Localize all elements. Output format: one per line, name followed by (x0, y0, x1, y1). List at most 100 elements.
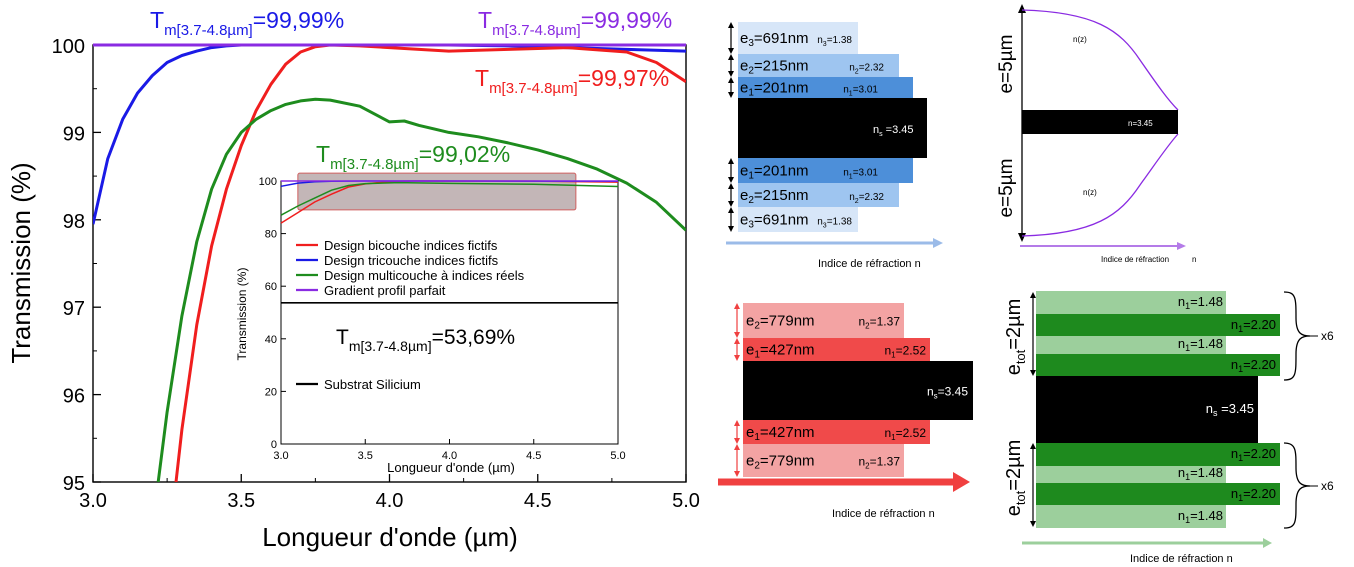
inset-chart: 3.0 3.5 4.0 4.5 5.0 0 20 40 60 80 100 Transmission… (235, 172, 626, 475)
multi-layers: n1=1.48 n1=2.20 n1=1.48 n1=2.20 ns =3.45 n1=2… (1030, 291, 1280, 528)
bi-index-label: n1=2.52 (884, 426, 926, 442)
main-ylabel: Transmission (%) (6, 162, 36, 363)
tri-thickness-label: e2=215nm (740, 58, 809, 77)
arrow-up-icon (728, 22, 734, 28)
main-ytick-label: 96 (63, 386, 85, 408)
inset-highlight-box (297, 172, 577, 211)
diagram-tricouche: e3=691nm n3=1.38 e2=215nm n2=2.32 e1=201nm n1… (726, 22, 943, 270)
diagram-gradient: n=3.45 n(z) n(z) e=5µm e=5µm Indice de r… (996, 4, 1196, 264)
grad-axis-arrowhead-icon (1177, 242, 1186, 250)
main-xtick-label: 5.0 (672, 490, 700, 512)
grad-arrow-down-icon (1018, 233, 1026, 242)
bi-layer-labels: e2=779nm n2=1.37 e1=427nm n1=2.52 ns=3.45 e1=… (746, 313, 968, 472)
tri-index-label: n1=3.01 (843, 168, 878, 181)
tri-substrate (738, 98, 927, 158)
main-ytick-label: 98 (63, 211, 85, 233)
multi-index-label: n1=1.48 (1178, 336, 1223, 353)
multi-substrate-label: ns =3.45 (1206, 401, 1254, 418)
bi-axis-arrowhead-icon (953, 472, 970, 492)
inset-xtick-label: 4.5 (526, 450, 541, 462)
bi-axis-label: Indice de réfraction n (832, 508, 935, 520)
arrow-up-icon (728, 158, 734, 164)
inset-ytick-label: 100 (259, 176, 277, 188)
tri-thickness-arrows (728, 22, 734, 232)
grad-profile-top (1021, 9, 1179, 111)
bi-thickness-label: e2=779nm (746, 313, 815, 332)
tri-layer-labels: e3=691nm n3=1.38 e2=215nm n2=2.32 e1=201nm n1… (740, 30, 914, 231)
arrow-up-icon (728, 54, 734, 60)
annotation-purple: Tm[3.7-4.8µm]=99,99% (478, 7, 672, 39)
grad-axis-label: Indice de réfraction (1101, 255, 1169, 264)
multi-brace-bottom (1283, 442, 1311, 529)
multi-top-thickness: etot=2µm (1003, 299, 1028, 376)
grad-nz-top: n(z) (1073, 35, 1087, 44)
bi-thickness-label: e1=427nm (746, 342, 815, 361)
bi-index-label: n2=1.37 (858, 455, 900, 471)
arrow-up-icon (728, 77, 734, 83)
multi-index-label: n1=2.20 (1231, 486, 1276, 503)
arrow-down-icon (728, 71, 734, 77)
inset-axis-ticks: 3.0 3.5 4.0 4.5 5.0 0 20 40 60 80 100 (259, 176, 626, 462)
arrow-down-icon (734, 471, 740, 477)
arrow-down-icon (728, 201, 734, 207)
series-line-green (156, 97, 686, 482)
multi-repeat-bottom: x6 (1321, 479, 1334, 493)
arrow-down-icon (734, 355, 740, 361)
inset-ytick-label: 40 (265, 334, 277, 346)
arrow-up-icon (734, 420, 740, 426)
arrow-down-icon (1030, 521, 1036, 527)
bi-thickness-label: e1=427nm (746, 424, 815, 443)
multi-repeat-top: x6 (1321, 329, 1334, 343)
annotation-black: Tm[3.7-4.8µm]=53,69% (336, 326, 515, 354)
arrow-up-icon (734, 303, 740, 309)
inset-ylabel: Transmission (%) (235, 268, 249, 361)
tri-index-label: n2=2.32 (849, 63, 884, 76)
inset-ytick-label: 0 (271, 439, 277, 451)
arrow-up-icon (734, 444, 740, 450)
multi-index-label: n1=1.48 (1178, 465, 1223, 482)
tri-index-label: n2=2.32 (849, 192, 884, 205)
grad-ns-label: n=3.45 (1128, 119, 1153, 128)
inset-ytick-label: 60 (265, 281, 277, 293)
arrow-down-icon (728, 177, 734, 183)
main-ytick-label: 99 (63, 123, 85, 145)
multi-layer-high-index (1036, 483, 1280, 505)
arrow-up-icon (1030, 443, 1036, 449)
inset-ytick-label: 80 (265, 229, 277, 241)
main-xtick-label: 3.0 (79, 490, 107, 512)
annotation-red: Tm[3.7-4.8µm]=99,97% (475, 65, 669, 97)
inset-series (280, 180, 619, 304)
main-xtick-label: 4.5 (524, 490, 552, 512)
multi-index-label: n1=2.20 (1231, 446, 1276, 463)
annotation-blue: Tm[3.7-4.8µm]=99,99% (150, 7, 344, 39)
arrow-down-icon (1030, 370, 1036, 376)
inset-ytick-label: 20 (265, 386, 277, 398)
main-series (93, 43, 686, 482)
inset-xtick-label: 3.5 (358, 450, 373, 462)
inset-xlabel: Longueur d'onde (µm) (387, 460, 515, 475)
tri-index-label: n3=1.38 (817, 35, 852, 48)
grad-profile-bottom (1021, 133, 1179, 237)
tri-thickness-label: e3=691nm (740, 30, 809, 49)
arrow-up-icon (734, 338, 740, 344)
multi-layer-high-index (1036, 443, 1280, 466)
legend-label: Gradient profil parfait (324, 283, 446, 298)
arrow-down-icon (728, 48, 734, 54)
arrow-down-icon (734, 332, 740, 338)
legend-label: Design tricouche indices fictifs (324, 253, 499, 268)
tri-index-label: n3=1.38 (817, 217, 852, 230)
multi-layer-high-index (1036, 354, 1280, 376)
main-xtick-label: 3.5 (227, 490, 255, 512)
main-axis-ticks: 3.0 3.5 4.0 4.5 5.0 95 96 97 98 99 100 (52, 36, 700, 512)
arrow-down-icon (728, 226, 734, 232)
multi-layer-high-index (1036, 314, 1280, 336)
multi-index-label: n1=1.48 (1178, 294, 1223, 311)
multi-index-label: n1=2.20 (1231, 317, 1276, 334)
bi-thickness-label: e2=779nm (746, 453, 815, 472)
tri-thickness-label: e2=215nm (740, 187, 809, 206)
tri-index-label: n1=3.01 (843, 85, 878, 98)
multi-substrate (1036, 376, 1258, 443)
inset-xtick-label: 3.0 (273, 450, 288, 462)
